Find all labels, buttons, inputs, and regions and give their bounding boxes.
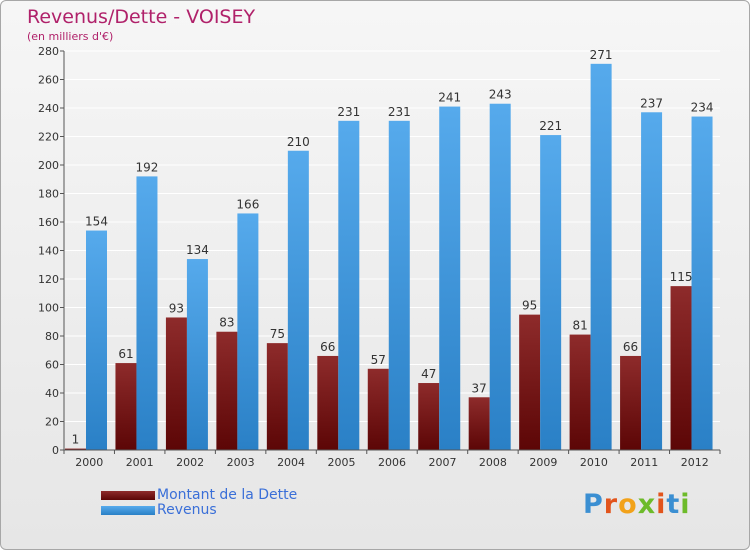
debt-value-label: 66 (320, 340, 335, 354)
revenue-value-label: 192 (136, 160, 159, 174)
revenue-bar (86, 230, 107, 450)
revenue-bar (641, 112, 663, 451)
debt-value-label: 81 (572, 319, 587, 333)
chart-subtitle: (en milliers d'€) (27, 30, 114, 43)
y-tick-label: 120 (38, 273, 59, 286)
revenue-bar (338, 120, 360, 450)
debt-value-label: 1 (72, 433, 80, 447)
revenue-bar (388, 120, 410, 450)
debt-value-label: 115 (670, 270, 693, 284)
revenue-value-label: 243 (489, 88, 512, 102)
x-tick-label: 2010 (580, 456, 608, 469)
revenue-bar (186, 259, 208, 450)
y-tick-label: 180 (38, 188, 59, 201)
revenue-value-label: 134 (186, 243, 209, 257)
x-tick-label: 2008 (479, 456, 507, 469)
x-tick-label: 2003 (227, 456, 255, 469)
y-tick-label: 160 (38, 216, 59, 229)
labels-layer: 0 20 40 60 80 100 120 140 160 180 200 220 240 260 280 1… (38, 45, 713, 469)
revenue-bar (439, 106, 461, 450)
revenue-bar (287, 150, 309, 450)
revenue-bar (540, 135, 562, 450)
proxiti-logo: Proxiti (583, 489, 691, 520)
x-tick-label: 2006 (378, 456, 406, 469)
debt-value-label: 93 (169, 301, 184, 315)
x-tick-label: 2000 (75, 456, 103, 469)
debt-value-label: 83 (219, 316, 234, 330)
y-tick-label: 240 (38, 102, 59, 115)
revenue-value-label: 231 (388, 105, 411, 119)
x-tick-label: 2009 (529, 456, 557, 469)
debt-bar (165, 317, 187, 450)
debt-bar (418, 383, 440, 450)
revenue-value-label: 234 (691, 101, 714, 115)
debt-bar (317, 355, 339, 450)
y-tick-label: 100 (38, 302, 59, 315)
debt-value-label: 66 (623, 340, 638, 354)
x-tick-label: 2012 (681, 456, 709, 469)
y-tick-label: 280 (38, 45, 59, 58)
y-tick-label: 80 (45, 330, 59, 343)
axes-layer (60, 50, 721, 454)
legend-label-debt: Montant de la Dette (157, 487, 298, 503)
x-tick-label: 2011 (630, 456, 658, 469)
revenue-bar (136, 176, 158, 450)
x-tick-label: 2007 (428, 456, 456, 469)
y-tick-label: 220 (38, 131, 59, 144)
x-tick-label: 2001 (126, 456, 154, 469)
debt-bar (670, 286, 692, 450)
debt-value-label: 57 (371, 353, 386, 367)
legend-swatch-debt (101, 491, 155, 500)
x-tick-label: 2005 (328, 456, 356, 469)
debt-bar (216, 331, 238, 450)
revenue-value-label: 210 (287, 135, 310, 149)
debt-bar (620, 355, 642, 450)
legend: Montant de la Dette Revenus (101, 488, 297, 518)
revenue-bar (489, 103, 511, 450)
revenue-value-label: 154 (85, 215, 108, 229)
y-tick-label: 40 (45, 387, 59, 400)
legend-label-revenue: Revenus (157, 502, 217, 518)
y-tick-label: 20 (45, 416, 59, 429)
debt-value-label: 75 (270, 327, 285, 341)
debt-value-label: 95 (522, 299, 537, 313)
legend-swatch-revenue (101, 506, 155, 515)
revenue-value-label: 271 (590, 48, 613, 62)
y-tick-label: 60 (45, 359, 59, 372)
revenue-value-label: 221 (539, 119, 562, 133)
debt-bar (65, 448, 86, 450)
x-tick-label: 2004 (277, 456, 305, 469)
y-tick-label: 200 (38, 159, 59, 172)
debt-bar (569, 334, 591, 450)
bars-layer (65, 63, 713, 451)
revenue-value-label: 237 (640, 96, 663, 110)
legend-item-debt: Montant de la Dette (101, 488, 297, 503)
debt-bar (367, 368, 389, 450)
y-tick-label: 140 (38, 245, 59, 258)
y-tick-label: 260 (38, 74, 59, 87)
legend-item-revenue: Revenus (101, 503, 297, 518)
revenue-value-label: 231 (337, 105, 360, 119)
y-tick-label: 0 (52, 444, 59, 457)
revenue-bar (691, 116, 713, 451)
debt-value-label: 37 (472, 381, 487, 395)
debt-value-label: 61 (118, 347, 133, 361)
debt-bar (468, 397, 490, 450)
revenue-value-label: 241 (438, 91, 461, 105)
debt-bar (115, 363, 137, 450)
revenue-bar (590, 63, 612, 450)
debt-bar (519, 314, 541, 450)
debt-bar (266, 343, 288, 450)
debt-value-label: 47 (421, 367, 436, 381)
revenue-value-label: 166 (236, 197, 259, 211)
chart-title: Revenus/Dette - VOISEY (27, 6, 256, 28)
x-tick-label: 2002 (176, 456, 204, 469)
revenue-bar (237, 213, 259, 450)
